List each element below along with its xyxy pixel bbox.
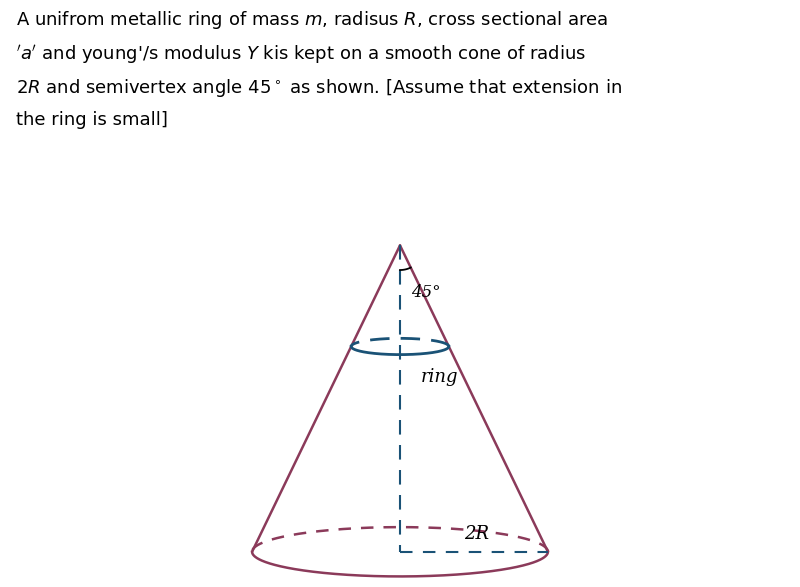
Text: $'a'$ and young'/s modulus $Y$ kis kept on a smooth cone of radius: $'a'$ and young'/s modulus $Y$ kis kept … <box>16 43 586 66</box>
Text: the ring is small]: the ring is small] <box>16 111 168 129</box>
Text: A unifrom metallic ring of mass $m$, radisus $R$, cross sectional area: A unifrom metallic ring of mass $m$, rad… <box>16 9 608 31</box>
Text: 2R: 2R <box>465 525 490 543</box>
Text: ring: ring <box>421 367 458 386</box>
Text: $2R$ and semivertex angle $45^\circ$ as shown. [Assume that extension in: $2R$ and semivertex angle $45^\circ$ as … <box>16 77 622 99</box>
Text: 45°: 45° <box>410 284 440 301</box>
